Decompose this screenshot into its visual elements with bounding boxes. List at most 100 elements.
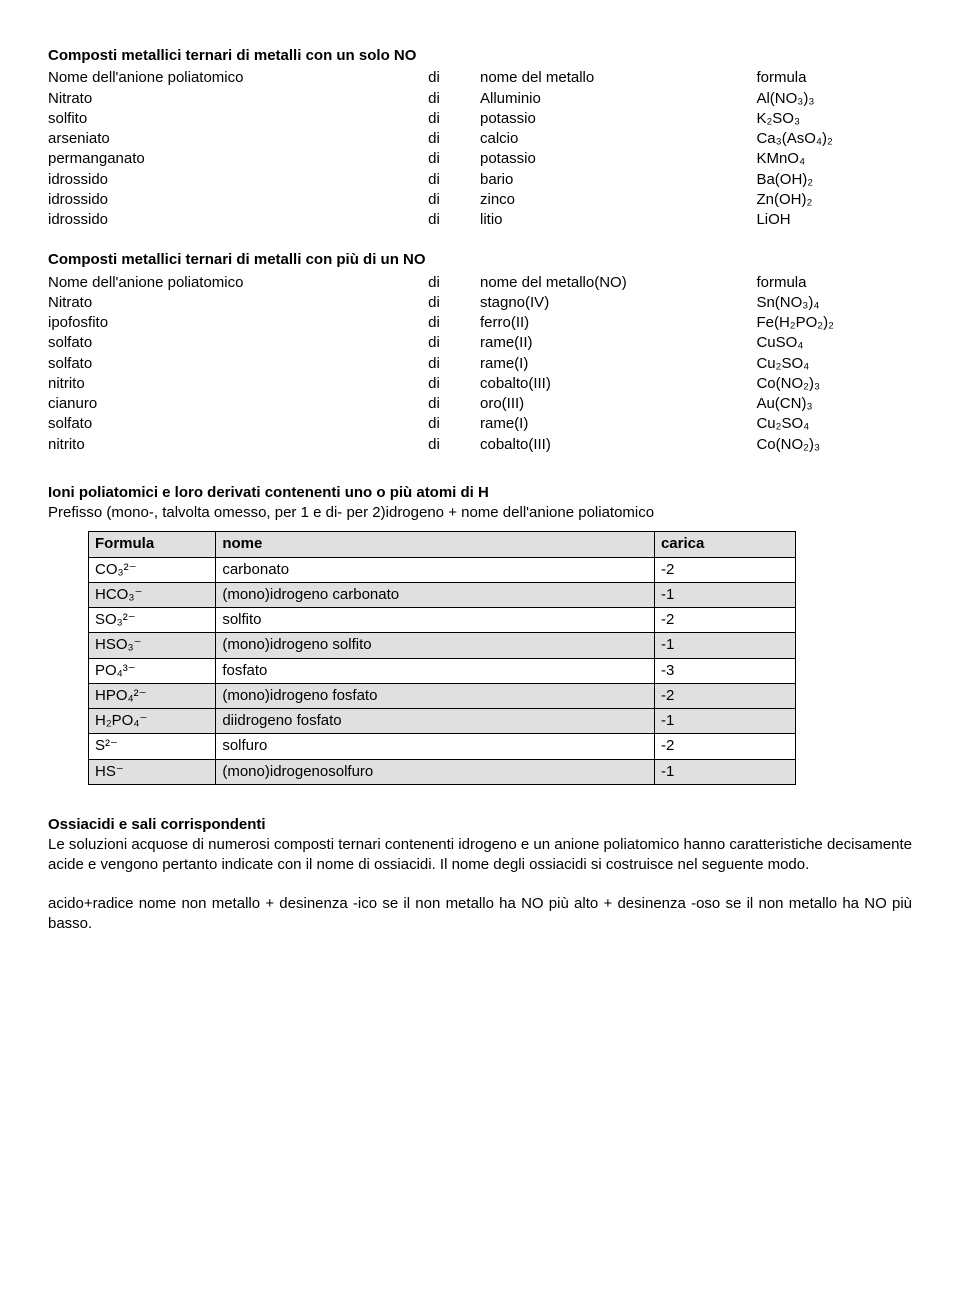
section1-title: Composti metallici ternari di metalli co… [48,46,912,66]
anion-cell: cianuro [48,394,428,414]
list-item: ipofosfitodiferro(II)Fe(H₂PO₂)₂ [48,313,912,333]
section3-title: Ioni poliatomici e loro derivati contene… [48,484,489,501]
list-item: solfatodirame(I)Cu₂SO₄ [48,354,912,374]
list-item: idrossidodizincoZn(OH)₂ [48,190,912,210]
metal-cell: rame(I) [480,354,756,374]
carica-cell: -3 [654,658,796,683]
section1-header: Nome dell'anione poliatomico di nome del… [48,68,912,88]
table-row: HPO₄²⁻(mono)idrogeno fosfato-2 [89,683,796,708]
metal-cell: oro(III) [480,394,756,414]
carica-cell: -2 [654,557,796,582]
anion-cell: arseniato [48,129,428,149]
section2-title: Composti metallici ternari di metalli co… [48,250,912,270]
metal-cell: ferro(II) [480,313,756,333]
nome-cell: fosfato [216,658,655,683]
anion-cell: solfato [48,333,428,353]
formula-cell: Cu₂SO₄ [756,354,912,374]
header-di: di [428,273,480,293]
formula-cell: Zn(OH)₂ [756,190,912,210]
metal-cell: Alluminio [480,89,756,109]
formula-cell: SO₃²⁻ [89,608,216,633]
formula-cell: HCO₃⁻ [89,582,216,607]
table-row: S²⁻solfuro-2 [89,734,796,759]
table-row: HSO₃⁻(mono)idrogeno solfito-1 [89,633,796,658]
header-metal-no: nome del metallo(NO) [480,273,756,293]
formula-cell: S²⁻ [89,734,216,759]
list-item: cianurodioro(III)Au(CN)₃ [48,394,912,414]
th-carica: carica [654,532,796,557]
list-item: idrossidodilitioLiOH [48,210,912,230]
metal-cell: stagno(IV) [480,293,756,313]
formula-cell: HPO₄²⁻ [89,683,216,708]
metal-cell: cobalto(III) [480,374,756,394]
table-row: SO₃²⁻solfito-2 [89,608,796,633]
section3-sub: Prefisso (mono-, talvolta omesso, per 1 … [48,504,654,521]
di-cell: di [428,190,480,210]
carica-cell: -2 [654,734,796,759]
section4-body: Le soluzioni acquose di numerosi compost… [48,836,912,873]
list-item: Nitratodistagno(IV)Sn(NO₃)₄ [48,293,912,313]
formula-cell: Ca₃(AsO₄)₂ [756,129,912,149]
carica-cell: -1 [654,633,796,658]
table-row: PO₄³⁻fosfato-3 [89,658,796,683]
anion-cell: idrossido [48,170,428,190]
anion-cell: Nitrato [48,293,428,313]
table-row: HCO₃⁻(mono)idrogeno carbonato-1 [89,582,796,607]
carica-cell: -1 [654,759,796,784]
metal-cell: zinco [480,190,756,210]
ions-table: Formula nome carica CO₃²⁻carbonato-2HCO₃… [88,531,796,785]
di-cell: di [428,313,480,333]
carica-cell: -1 [654,709,796,734]
formula-cell: Co(NO₂)₃ [756,374,912,394]
formula-cell: Co(NO₂)₃ [756,435,912,455]
di-cell: di [428,210,480,230]
nome-cell: (mono)idrogeno fosfato [216,683,655,708]
formula-cell: H₂PO₄⁻ [89,709,216,734]
anion-cell: nitrito [48,374,428,394]
anion-cell: ipofosfito [48,313,428,333]
formula-cell: Au(CN)₃ [756,394,912,414]
formula-cell: KMnO₄ [756,149,912,169]
di-cell: di [428,293,480,313]
metal-cell: cobalto(III) [480,435,756,455]
section2-header: Nome dell'anione poliatomico di nome del… [48,273,912,293]
formula-cell: Cu₂SO₄ [756,414,912,434]
header-anion: Nome dell'anione poliatomico [48,68,428,88]
di-cell: di [428,170,480,190]
formula-cell: CuSO₄ [756,333,912,353]
di-cell: di [428,435,480,455]
nome-cell: (mono)idrogeno carbonato [216,582,655,607]
nome-cell: (mono)idrogeno solfito [216,633,655,658]
nome-cell: solfuro [216,734,655,759]
list-item: permanganatodipotassioKMnO₄ [48,149,912,169]
formula-cell: HSO₃⁻ [89,633,216,658]
nome-cell: solfito [216,608,655,633]
anion-cell: permanganato [48,149,428,169]
table-row: H₂PO₄⁻diidrogeno fosfato-1 [89,709,796,734]
carica-cell: -1 [654,582,796,607]
carica-cell: -2 [654,683,796,708]
metal-cell: rame(I) [480,414,756,434]
di-cell: di [428,333,480,353]
list-item: solfatodirame(II)CuSO₄ [48,333,912,353]
anion-cell: idrossido [48,210,428,230]
table-row: HS⁻(mono)idrogenosolfuro-1 [89,759,796,784]
list-item: solfitodipotassioK₂SO₃ [48,109,912,129]
nome-cell: (mono)idrogenosolfuro [216,759,655,784]
formula-cell: Sn(NO₃)₄ [756,293,912,313]
carica-cell: -2 [654,608,796,633]
anion-cell: idrossido [48,190,428,210]
di-cell: di [428,394,480,414]
di-cell: di [428,149,480,169]
di-cell: di [428,374,480,394]
th-formula: Formula [89,532,216,557]
anion-cell: nitrito [48,435,428,455]
list-item: arseniatodicalcioCa₃(AsO₄)₂ [48,129,912,149]
formula-cell: Ba(OH)₂ [756,170,912,190]
list-item: NitratodiAlluminioAl(NO₃)₃ [48,89,912,109]
table-row: CO₃²⁻carbonato-2 [89,557,796,582]
list-item: nitritodicobalto(III)Co(NO₂)₃ [48,374,912,394]
di-cell: di [428,109,480,129]
formula-cell: Al(NO₃)₃ [756,89,912,109]
list-item: solfatodirame(I)Cu₂SO₄ [48,414,912,434]
